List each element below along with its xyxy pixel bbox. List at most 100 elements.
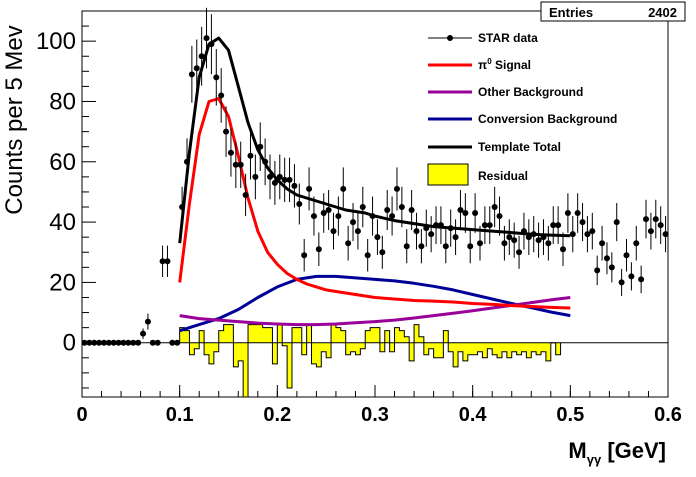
residual-bar bbox=[306, 324, 312, 343]
residual-bar bbox=[541, 342, 546, 352]
residual-bar bbox=[350, 342, 356, 352]
data-point bbox=[213, 74, 220, 81]
data-point bbox=[291, 182, 298, 189]
residual-bar bbox=[467, 342, 473, 355]
data-point bbox=[623, 252, 630, 259]
residual-bar bbox=[501, 342, 507, 352]
data-point bbox=[540, 234, 547, 241]
data-point bbox=[267, 173, 274, 180]
data-point bbox=[389, 213, 396, 220]
residual-bar bbox=[213, 342, 219, 352]
data-point bbox=[599, 240, 606, 247]
residual-bar bbox=[438, 342, 444, 358]
data-point bbox=[613, 219, 620, 226]
residual-bar bbox=[462, 342, 468, 361]
y-tick-label: 0 bbox=[63, 330, 76, 357]
data-point bbox=[535, 237, 542, 244]
stats-value: 2402 bbox=[648, 5, 677, 20]
data-point bbox=[393, 185, 400, 192]
x-tick-label: 0.1 bbox=[166, 404, 194, 426]
data-point bbox=[652, 216, 659, 223]
data-point bbox=[618, 279, 625, 286]
legend: STAR data π0 Signal Other Background Con… bbox=[427, 31, 617, 186]
residual-bar bbox=[257, 324, 263, 343]
data-point bbox=[242, 191, 249, 198]
residual-bar bbox=[423, 342, 429, 355]
data-point bbox=[418, 243, 425, 250]
data-point bbox=[442, 243, 449, 250]
residual-bar bbox=[428, 342, 434, 349]
legend-label: STAR data bbox=[478, 31, 538, 45]
residual-bar bbox=[355, 342, 361, 355]
data-point bbox=[516, 249, 523, 256]
x-axis-title: Mγγ [GeV] bbox=[568, 438, 666, 467]
legend-item-other-background: Other Background bbox=[428, 85, 583, 99]
data-point bbox=[496, 213, 503, 220]
data-point bbox=[569, 231, 576, 238]
data-point bbox=[130, 339, 137, 346]
residual-bar bbox=[477, 342, 483, 352]
residual-bar bbox=[492, 342, 498, 355]
residual-bar bbox=[248, 324, 253, 343]
data-point bbox=[545, 240, 552, 247]
data-point bbox=[491, 204, 498, 211]
residual-bar bbox=[189, 342, 195, 355]
residual-bar bbox=[482, 342, 488, 358]
data-point bbox=[447, 225, 454, 232]
residual-bar bbox=[536, 342, 542, 355]
data-point bbox=[428, 231, 435, 238]
axes: 0 0.1 0.2 0.3 0.4 0.5 0.6 0 20 40 60 80 100 bbox=[36, 25, 682, 426]
residual-bar bbox=[555, 342, 561, 355]
fit-curves bbox=[178, 36, 571, 333]
residual-bar bbox=[409, 342, 415, 361]
data-point bbox=[501, 240, 508, 247]
data-point bbox=[511, 237, 518, 244]
residual-bar bbox=[375, 327, 380, 343]
residual-bar bbox=[365, 330, 371, 343]
data-point bbox=[179, 204, 186, 211]
data-point bbox=[96, 339, 103, 346]
data-point bbox=[198, 53, 205, 60]
residual-bar bbox=[506, 342, 512, 358]
data-point bbox=[564, 210, 571, 217]
y-tick-label: 80 bbox=[49, 88, 76, 115]
stats-box: Entries 2402 bbox=[540, 1, 686, 22]
residual-bar bbox=[458, 342, 463, 352]
data-point bbox=[662, 231, 669, 238]
residual-bar bbox=[331, 324, 336, 343]
data-point bbox=[218, 92, 225, 99]
data-point bbox=[413, 228, 420, 235]
residual-bar bbox=[335, 327, 341, 343]
y-tick-label: 60 bbox=[49, 149, 76, 176]
data-point bbox=[193, 65, 200, 72]
data-point bbox=[560, 246, 567, 253]
residual-bar bbox=[228, 324, 234, 343]
residual-bar bbox=[238, 342, 244, 361]
data-point bbox=[638, 276, 645, 283]
data-points bbox=[81, 7, 669, 346]
y-axis-title: Counts per 5 Mev bbox=[1, 25, 28, 214]
residual-histogram bbox=[179, 324, 562, 398]
residual-bar bbox=[287, 342, 292, 388]
data-point bbox=[589, 228, 596, 235]
data-point bbox=[379, 249, 386, 256]
data-point bbox=[306, 185, 313, 192]
data-point bbox=[462, 210, 469, 217]
residual-bar bbox=[516, 342, 522, 355]
data-point bbox=[354, 228, 361, 235]
data-point bbox=[325, 207, 332, 214]
residual-bar bbox=[379, 342, 385, 352]
residual-bar bbox=[243, 342, 249, 397]
data-point bbox=[262, 158, 269, 165]
legend-label: π0 Signal bbox=[478, 57, 531, 72]
data-point bbox=[408, 207, 415, 214]
residual-bar bbox=[545, 342, 551, 361]
x-tick-label: 0.3 bbox=[361, 404, 389, 426]
data-point bbox=[350, 219, 357, 226]
data-point bbox=[315, 246, 322, 253]
data-point bbox=[174, 339, 181, 346]
x-tick-label: 0.6 bbox=[654, 404, 682, 426]
data-point bbox=[452, 234, 459, 241]
